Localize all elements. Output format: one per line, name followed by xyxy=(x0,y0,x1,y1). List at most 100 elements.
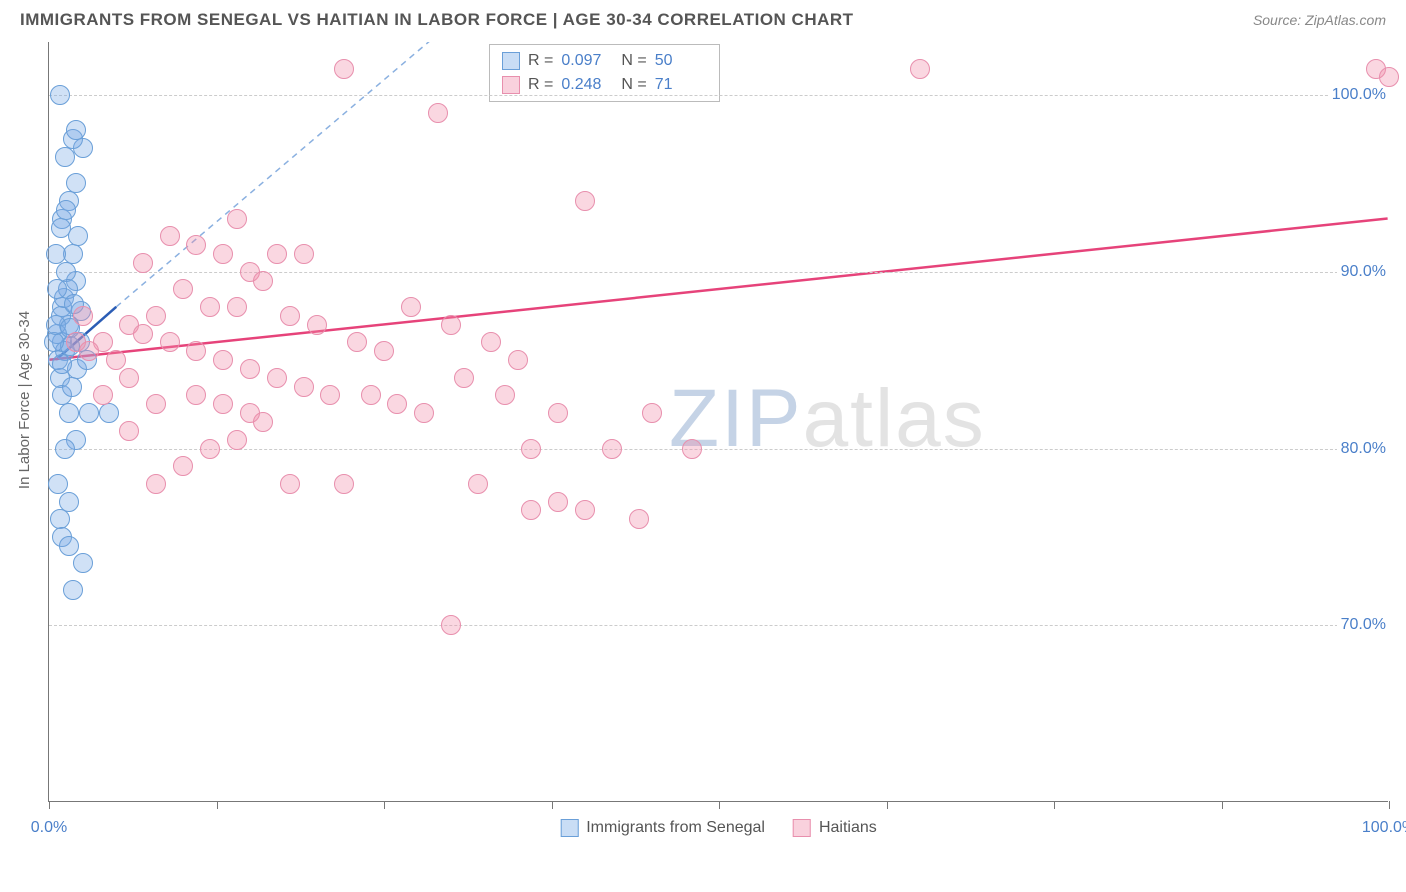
data-point-pink xyxy=(253,271,273,291)
data-point-pink xyxy=(200,297,220,317)
data-point-pink xyxy=(307,315,327,335)
data-point-pink xyxy=(213,244,233,264)
data-point-blue xyxy=(48,474,68,494)
data-point-pink xyxy=(280,474,300,494)
x-tick xyxy=(217,801,218,809)
swatch-blue-icon xyxy=(502,52,520,70)
data-point-pink xyxy=(320,385,340,405)
data-point-pink xyxy=(468,474,488,494)
data-point-pink xyxy=(548,403,568,423)
legend-item-haitians: Haitians xyxy=(793,819,877,837)
data-point-blue xyxy=(51,218,71,238)
data-point-pink xyxy=(602,439,622,459)
n-label: N = xyxy=(621,49,646,73)
data-point-pink xyxy=(213,394,233,414)
data-point-pink xyxy=(361,385,381,405)
data-point-pink xyxy=(200,439,220,459)
data-point-pink xyxy=(173,279,193,299)
gridline-h xyxy=(49,95,1388,96)
y-tick-label: 70.0% xyxy=(1337,616,1390,634)
data-point-pink xyxy=(160,226,180,246)
data-point-pink xyxy=(441,315,461,335)
data-point-pink xyxy=(294,244,314,264)
data-point-blue xyxy=(66,173,86,193)
data-point-blue xyxy=(47,279,67,299)
data-point-pink xyxy=(267,368,287,388)
data-point-pink xyxy=(186,235,206,255)
data-point-blue xyxy=(56,200,76,220)
swatch-blue-icon xyxy=(560,819,578,837)
swatch-pink-icon xyxy=(793,819,811,837)
data-point-blue xyxy=(73,553,93,573)
data-point-pink xyxy=(575,191,595,211)
x-tick xyxy=(1222,801,1223,809)
r-value-senegal: 0.097 xyxy=(561,49,613,73)
data-point-pink xyxy=(119,368,139,388)
n-value-haitians: 71 xyxy=(655,73,707,97)
x-tick-label: 100.0% xyxy=(1362,819,1406,837)
data-point-blue xyxy=(50,85,70,105)
data-point-blue xyxy=(55,439,75,459)
data-point-pink xyxy=(428,103,448,123)
data-point-pink xyxy=(495,385,515,405)
data-point-blue xyxy=(79,403,99,423)
data-point-pink xyxy=(173,456,193,476)
watermark-atlas: atlas xyxy=(803,373,986,464)
data-point-pink xyxy=(682,439,702,459)
data-point-blue xyxy=(44,332,64,352)
data-point-pink xyxy=(548,492,568,512)
gridline-h xyxy=(49,449,1388,450)
watermark: ZIPatlas xyxy=(669,372,986,466)
data-point-pink xyxy=(146,394,166,414)
data-point-pink xyxy=(160,332,180,352)
x-tick xyxy=(552,801,553,809)
stats-legend: R = 0.097 N = 50 R = 0.248 N = 71 xyxy=(489,44,720,102)
data-point-pink xyxy=(629,509,649,529)
data-point-blue xyxy=(99,403,119,423)
data-point-pink xyxy=(73,306,93,326)
data-point-pink xyxy=(910,59,930,79)
x-tick xyxy=(384,801,385,809)
data-point-pink xyxy=(213,350,233,370)
data-point-blue xyxy=(59,403,79,423)
data-point-pink xyxy=(414,403,434,423)
data-point-pink xyxy=(508,350,528,370)
data-point-pink xyxy=(294,377,314,397)
legend-item-senegal: Immigrants from Senegal xyxy=(560,819,765,837)
data-point-pink xyxy=(1379,67,1399,87)
y-tick-label: 80.0% xyxy=(1337,440,1390,458)
data-point-blue xyxy=(68,226,88,246)
x-tick xyxy=(1389,801,1390,809)
data-point-pink xyxy=(133,324,153,344)
swatch-pink-icon xyxy=(502,76,520,94)
data-point-pink xyxy=(240,403,260,423)
data-point-pink xyxy=(521,439,541,459)
data-point-pink xyxy=(66,332,86,352)
data-point-pink xyxy=(481,332,501,352)
data-point-pink xyxy=(387,394,407,414)
data-point-pink xyxy=(227,430,247,450)
data-point-blue xyxy=(62,377,82,397)
data-point-blue xyxy=(46,244,66,264)
n-label: N = xyxy=(621,73,646,97)
data-point-pink xyxy=(374,341,394,361)
data-point-pink xyxy=(119,421,139,441)
chart-title: IMMIGRANTS FROM SENEGAL VS HAITIAN IN LA… xyxy=(20,10,854,30)
data-point-pink xyxy=(334,474,354,494)
y-axis-label: In Labor Force | Age 30-34 xyxy=(16,311,33,489)
gridline-h xyxy=(49,625,1388,626)
r-value-haitians: 0.248 xyxy=(561,73,613,97)
data-point-blue xyxy=(66,120,86,140)
y-tick-label: 100.0% xyxy=(1328,86,1390,104)
stats-row-haitians: R = 0.248 N = 71 xyxy=(502,73,707,97)
data-point-pink xyxy=(93,385,113,405)
legend-label-senegal: Immigrants from Senegal xyxy=(586,819,765,837)
data-point-pink xyxy=(454,368,474,388)
data-point-pink xyxy=(267,244,287,264)
data-point-pink xyxy=(401,297,421,317)
data-point-pink xyxy=(186,341,206,361)
data-point-blue xyxy=(63,244,83,264)
data-point-pink xyxy=(441,615,461,635)
legend-label-haitians: Haitians xyxy=(819,819,877,837)
data-point-pink xyxy=(227,297,247,317)
